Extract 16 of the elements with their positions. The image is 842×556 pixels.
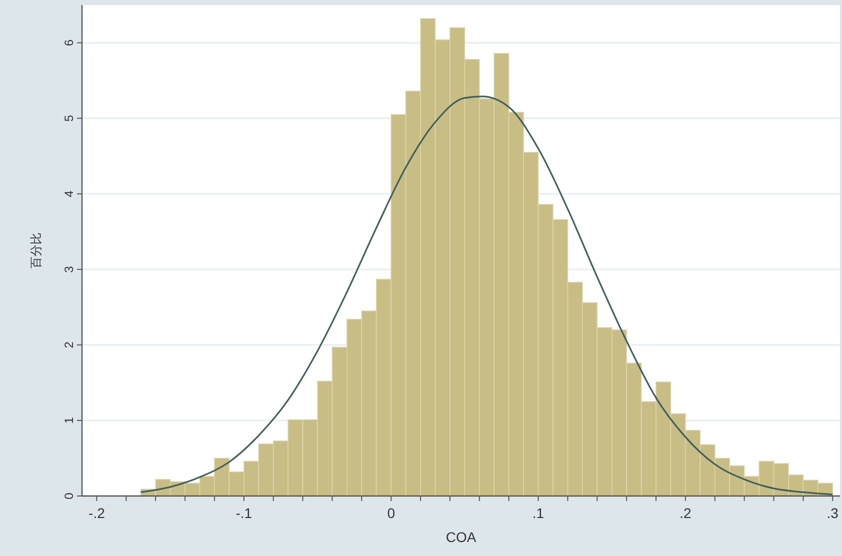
line-series xyxy=(140,96,834,496)
y-tick-label: 3 xyxy=(62,266,76,273)
x-tick-label: 0 xyxy=(387,505,396,521)
x-tick-label: .1 xyxy=(532,505,544,521)
y-axis-title: 百分比 xyxy=(29,232,43,268)
y-tick-label: 4 xyxy=(62,190,76,198)
x-tick-label: .2 xyxy=(680,505,692,521)
x-tick-label: -.1 xyxy=(236,505,252,521)
y-tick-label: 0 xyxy=(62,492,76,500)
y-tick-label: 5 xyxy=(62,114,76,122)
y-tick-label: 6 xyxy=(62,39,76,46)
y-tick-label: 1 xyxy=(62,416,76,424)
x-axis-title: COA xyxy=(446,529,477,545)
x-tick-label: .3 xyxy=(826,505,839,521)
x-tick-label: -.2 xyxy=(88,505,106,521)
y-tick-label: 2 xyxy=(62,341,76,348)
